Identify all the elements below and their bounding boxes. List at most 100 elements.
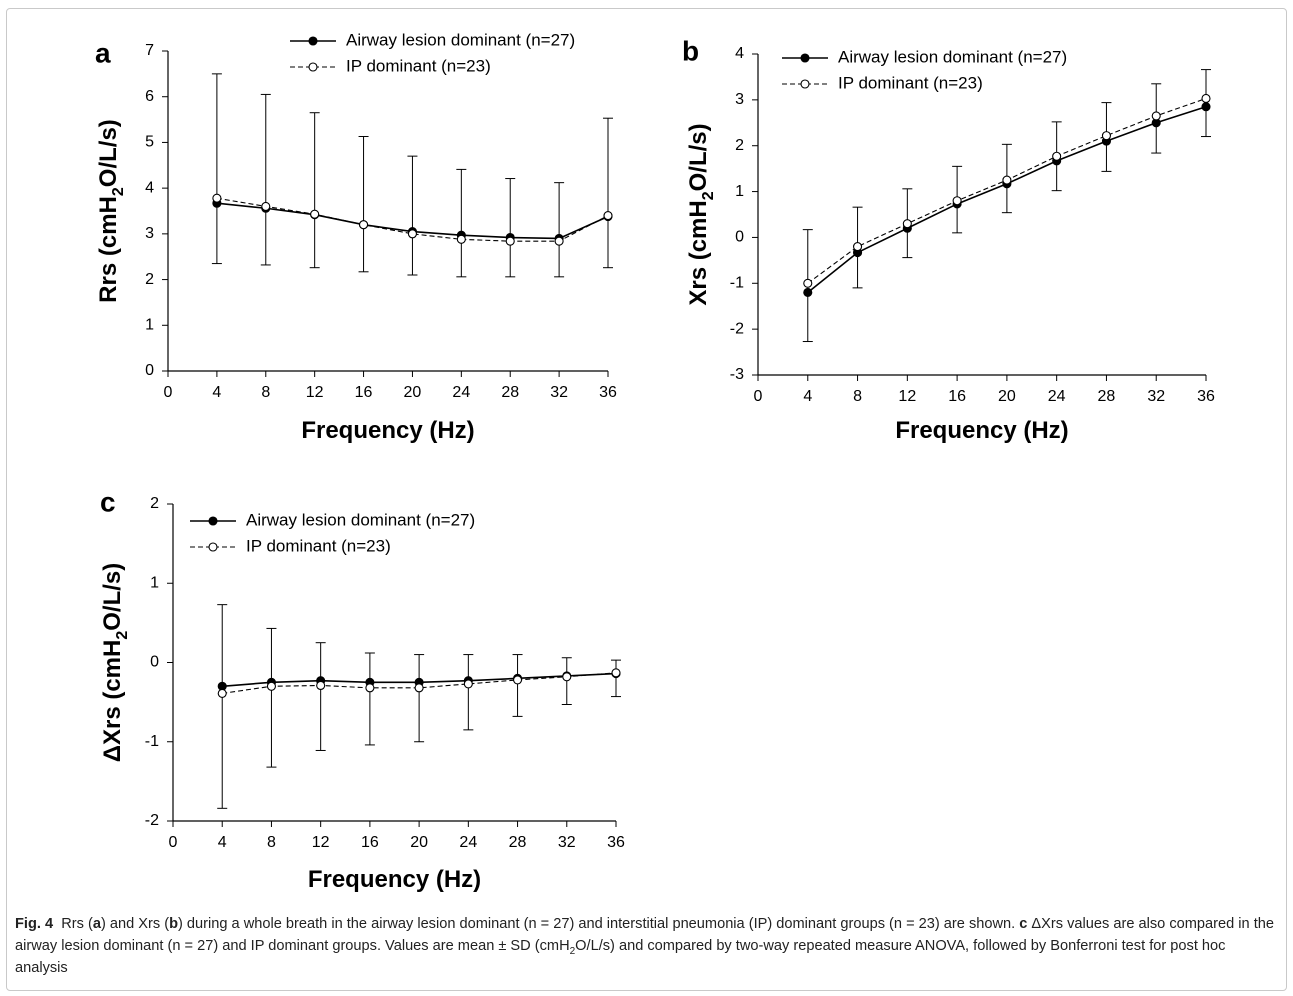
data-point-ip [952,196,962,206]
data-point-ip [463,679,473,689]
x-tick-label: 16 [361,834,379,851]
legend-marker [208,542,218,552]
legend-marker [208,516,218,526]
y-tick-label: 2 [145,271,154,288]
x-tick-label: 0 [164,384,173,401]
y-axis-label: ΔXrs (cmH2O/L/s) [99,563,131,763]
y-tick-label: 4 [145,179,154,196]
y-label-part: O/L/s) [99,563,126,631]
x-tick-label: 32 [1147,388,1165,405]
data-point-ip [261,201,271,211]
y-tick-label: 0 [150,654,159,671]
data-point-ip [505,236,515,246]
legend-marker [800,53,810,63]
y-tick-label: -2 [730,320,744,337]
data-point-ip [1002,175,1012,185]
y-tick-label: 7 [145,42,154,59]
y-tick-label: 2 [735,137,744,154]
x-tick-label: 8 [267,834,276,851]
y-tick-label: -1 [730,275,744,292]
data-point-ip [803,278,813,288]
legend-marker [308,36,318,46]
data-point-ip [1052,151,1062,161]
x-tick-label: 12 [898,388,916,405]
x-tick-label: 32 [550,384,568,401]
x-tick-label: 36 [599,384,617,401]
y-tick-label: 0 [145,362,154,379]
data-point-ip [603,211,613,221]
x-tick-label: 32 [558,834,576,851]
x-tick-label: 8 [853,388,862,405]
panel-letter: a [95,37,111,68]
x-tick-label: 24 [452,384,470,401]
caption-part: ΔXrs values are also compared in the air… [15,916,1274,954]
x-tick-label: 4 [212,384,221,401]
x-tick-label: 20 [404,384,422,401]
data-point-ip [513,675,523,685]
y-axis-label: Xrs (cmH2O/L/s) [685,123,717,305]
legend-marker [308,62,318,72]
series-line-ip [222,672,617,694]
y-tick-label: 4 [735,45,744,62]
figure-frame [6,8,1287,991]
y-tick-label: 2 [150,495,159,512]
data-point-ip [316,680,326,691]
y-label-part: ΔXrs (cmH [99,640,126,763]
x-tick-label: 28 [509,834,527,851]
caption-part: a [92,916,101,932]
y-tick-label: 3 [145,225,154,242]
data-point-ip [407,229,417,239]
x-tick-label: 0 [754,388,763,405]
legend-label: Airway lesion dominant (n=27) [346,30,575,49]
y-tick-label: 3 [735,91,744,108]
data-point-ip [1101,131,1111,141]
data-point-ip [212,193,222,203]
data-point-ip [554,236,564,246]
data-point-ip [611,668,621,678]
y-label-part: Xrs (cmH [685,200,712,305]
data-point-ip [217,688,227,698]
x-tick-label: 12 [312,834,330,851]
x-axis-label: Frequency (Hz) [308,866,481,893]
panel-letter: b [682,35,699,66]
x-tick-label: 20 [410,834,428,851]
series-line-ip [216,197,609,242]
data-point-ip [1201,93,1211,104]
y-axis-label: Rrs (cmH2O/L/s) [95,119,127,303]
caption-part: 2 [569,945,576,957]
y-tick-label: -1 [145,733,159,750]
y-label-part: O/L/s) [95,119,122,187]
data-point-ip [902,219,912,229]
x-tick-label: 4 [803,388,812,405]
y-tick-label: 1 [150,574,159,591]
legend-label: Airway lesion dominant (n=27) [246,510,475,529]
legend-label: IP dominant (n=23) [246,536,391,555]
y-label-subscript: 2 [110,187,127,196]
y-tick-label: -3 [730,366,744,383]
legend-marker [800,79,810,89]
x-tick-label: 24 [1048,388,1066,405]
x-tick-label: 36 [1197,388,1215,405]
x-tick-label: 8 [261,384,270,401]
data-point-ip [456,234,466,244]
data-point-ip [1151,111,1161,121]
y-tick-label: 5 [145,134,154,151]
figure-caption: Fig. 4 Rrs (a) and Xrs (b) during a whol… [15,913,1277,979]
caption-part: ) during a whole breath in the airway le… [178,916,1020,932]
y-label-subscript: 2 [700,191,717,200]
data-point-airway [803,287,813,298]
x-tick-label: 20 [998,388,1016,405]
x-tick-label: 16 [355,384,373,401]
y-label-part: Rrs (cmH [95,196,122,303]
x-tick-label: 0 [169,834,178,851]
x-tick-label: 28 [1098,388,1116,405]
caption-part: b [169,916,179,932]
y-label-subscript: 2 [114,631,131,640]
caption-part: ) and Xrs ( [100,916,170,932]
y-tick-label: 1 [735,183,744,200]
data-point-ip [365,683,375,693]
